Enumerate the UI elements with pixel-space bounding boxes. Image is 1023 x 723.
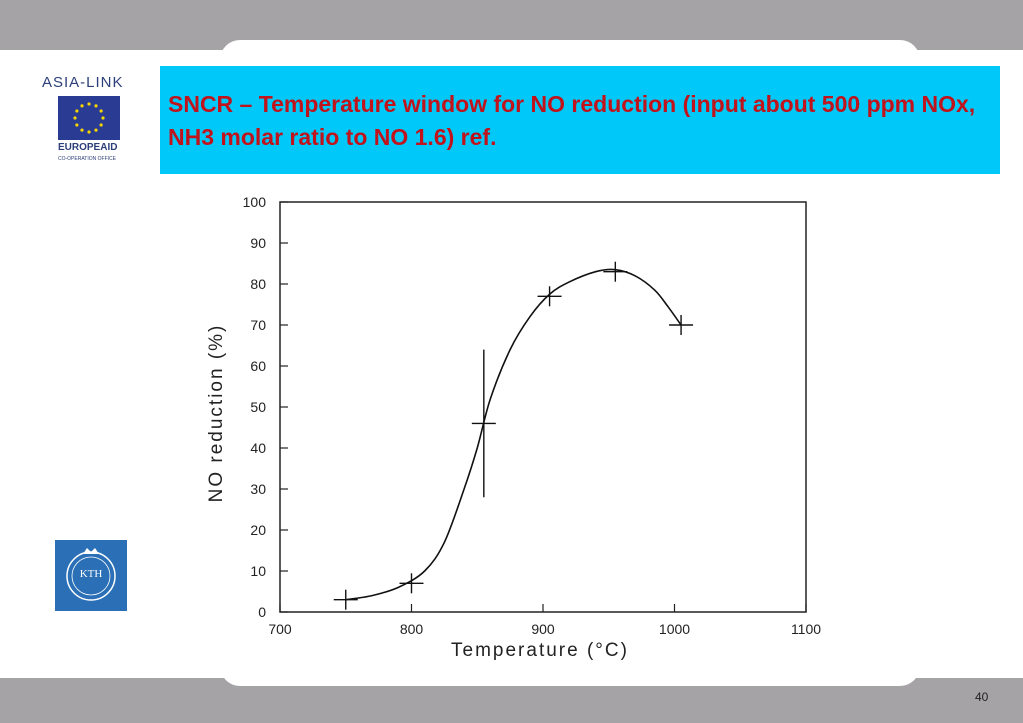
y-tick-label: 0 <box>258 604 266 620</box>
eu-star-icon <box>75 109 79 113</box>
x-tick-label: 1100 <box>791 621 821 637</box>
page-number: 40 <box>975 690 989 704</box>
kth-logo: KTH <box>55 540 127 611</box>
data-points <box>333 261 694 610</box>
slide-bottom-edge <box>220 660 920 686</box>
eu-flag-icon <box>58 96 120 140</box>
x-tick-label: 1000 <box>659 621 690 637</box>
slide-top-edge <box>220 40 920 70</box>
eu-star-icon <box>94 128 98 132</box>
x-axis-ticks: 700 800 900 1000 1100 <box>268 604 821 637</box>
kth-crest-icon <box>66 548 116 601</box>
eu-star-icon <box>94 104 98 108</box>
no-reduction-chart: 0 10 20 30 40 50 60 70 80 90 100 700 800 900 1000 1100… <box>206 194 821 661</box>
eu-star-icon <box>80 128 84 132</box>
asia-link-text: ASIA-LINK <box>42 74 124 91</box>
y-tick-label: 40 <box>250 440 266 456</box>
y-axis-ticks: 0 10 20 30 40 50 60 70 80 90 100 <box>243 194 288 620</box>
y-tick-label: 50 <box>250 399 266 415</box>
data-point <box>603 261 628 282</box>
eu-star-icon <box>75 123 79 127</box>
y-tick-label: 100 <box>243 194 267 210</box>
y-tick-label: 30 <box>250 481 266 497</box>
kth-text: KTH <box>79 568 103 580</box>
data-point <box>537 286 562 307</box>
eu-star-icon <box>99 109 103 113</box>
eu-star-icon <box>99 123 103 127</box>
x-tick-label: 700 <box>268 621 292 637</box>
y-tick-label: 60 <box>250 358 266 374</box>
data-point <box>399 573 424 594</box>
y-tick-label: 90 <box>250 235 266 251</box>
title-banner: SNCR – Temperature window for NO reducti… <box>160 66 1000 174</box>
fitted-curve <box>345 268 682 601</box>
eu-star-icon <box>87 102 91 106</box>
cooperation-office-text: CO-OPERATION OFFICE <box>58 156 116 162</box>
y-tick-label: 70 <box>250 317 266 333</box>
asia-link-logo: ASIA-LINK EUROPEAID CO-OPERATION OFFICE <box>40 70 140 170</box>
eu-star-icon <box>80 104 84 108</box>
eu-star-icon <box>101 116 105 120</box>
y-tick-label: 20 <box>250 522 266 538</box>
slide-title: SNCR – Temperature window for NO reducti… <box>168 91 976 150</box>
eu-star-icon <box>73 116 77 120</box>
x-tick-label: 800 <box>400 621 424 637</box>
y-axis-label: NO reduction (%) <box>206 324 227 503</box>
eu-stars-icon <box>73 102 105 134</box>
data-point <box>471 349 496 498</box>
y-tick-label: 80 <box>250 276 266 292</box>
y-tick-label: 10 <box>250 563 266 579</box>
data-point <box>669 315 694 335</box>
eu-star-icon <box>87 130 91 134</box>
plot-frame <box>279 201 807 613</box>
x-axis-label: Temperature (°C) <box>451 640 629 661</box>
x-tick-label: 900 <box>531 621 555 637</box>
europeaid-text: EUROPEAID <box>58 142 118 153</box>
data-point <box>333 589 358 610</box>
